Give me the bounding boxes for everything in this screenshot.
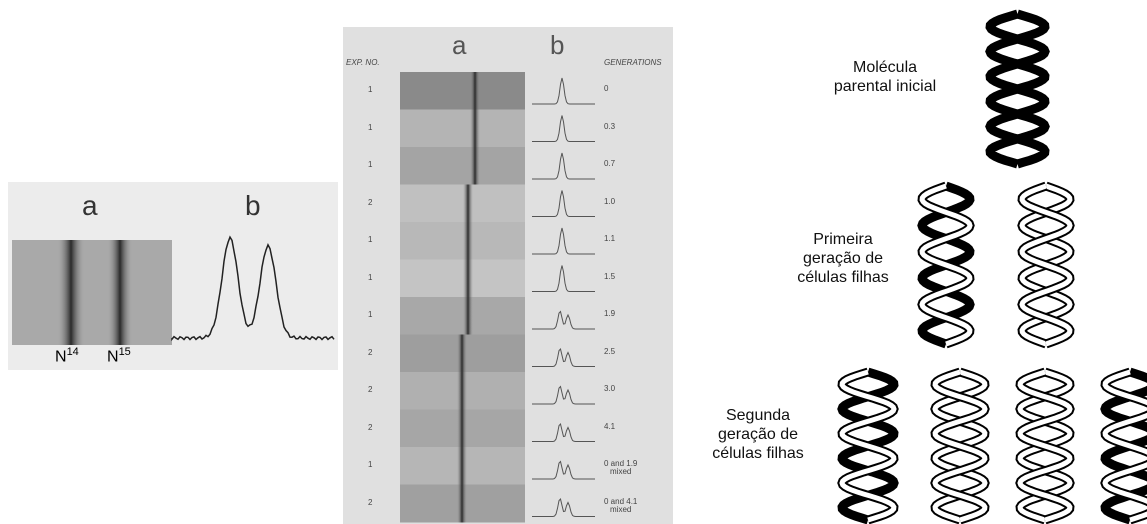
gel-band bbox=[457, 372, 467, 410]
generation-line: 0 bbox=[604, 85, 608, 93]
isotope-label: N14 bbox=[55, 346, 79, 366]
generation-line: 4.1 bbox=[604, 423, 615, 431]
gel-strip bbox=[400, 222, 525, 260]
exp-number: 1 bbox=[368, 160, 372, 169]
generation-line: 0.7 bbox=[604, 160, 615, 168]
gel-strip bbox=[400, 110, 525, 148]
label-line: geração de bbox=[763, 249, 923, 268]
gel-band bbox=[457, 485, 467, 523]
gel-band bbox=[470, 72, 480, 110]
exp-number: 1 bbox=[368, 273, 372, 282]
panel-label: b bbox=[245, 190, 261, 222]
gel-band bbox=[58, 240, 84, 345]
label-line: células filhas bbox=[678, 444, 838, 463]
gel-strip bbox=[12, 240, 172, 345]
generation-line: mixed bbox=[604, 506, 637, 514]
generation-label: 1.5 bbox=[604, 273, 615, 281]
gel-band bbox=[463, 222, 473, 260]
gel-band bbox=[463, 185, 473, 223]
exp-number: 2 bbox=[368, 423, 372, 432]
label-line: células filhas bbox=[763, 268, 923, 287]
label-line: Primeira bbox=[763, 230, 923, 249]
generation-label: 1.0 bbox=[604, 198, 615, 206]
panel-label: a bbox=[82, 190, 98, 222]
exp-number: 2 bbox=[368, 348, 372, 357]
gel-band bbox=[470, 110, 480, 148]
exp-number: 2 bbox=[368, 385, 372, 394]
panel-label: b bbox=[550, 30, 564, 61]
generation-line: 3.0 bbox=[604, 385, 615, 393]
generation-line: 2.5 bbox=[604, 348, 615, 356]
exp-number: 1 bbox=[368, 123, 372, 132]
generation-line: mixed bbox=[604, 468, 637, 476]
exp-number: 1 bbox=[368, 235, 372, 244]
gel-band bbox=[457, 335, 467, 373]
gel-strip bbox=[400, 185, 525, 223]
isotope-mass: 15 bbox=[119, 346, 131, 358]
isotope-base: N bbox=[55, 348, 67, 365]
column-header: GENERATIONS bbox=[604, 58, 662, 67]
exp-number: 1 bbox=[368, 460, 372, 469]
generation-line: 1.5 bbox=[604, 273, 615, 281]
generation-label: 0.3 bbox=[604, 123, 615, 131]
isotope-base: N bbox=[107, 348, 119, 365]
gel-band bbox=[463, 260, 473, 298]
generation-label: 1.1 bbox=[604, 235, 615, 243]
page: abN14N15EXP. NO.GENERATIONSab1010.310.72… bbox=[0, 0, 1147, 524]
generation-label: 2.5 bbox=[604, 348, 615, 356]
gel-band bbox=[108, 240, 132, 345]
figure bbox=[0, 0, 1147, 524]
generation-line: 0.3 bbox=[604, 123, 615, 131]
label-line: Segunda bbox=[678, 406, 838, 425]
gel-strip bbox=[400, 260, 525, 298]
generation-line: 1.0 bbox=[604, 198, 615, 206]
exp-number: 2 bbox=[368, 198, 372, 207]
gel-band bbox=[457, 410, 467, 448]
generation-label: 1.9 bbox=[604, 310, 615, 318]
gel-band bbox=[457, 447, 467, 485]
gel-strip bbox=[400, 147, 525, 185]
label-line: Molécula bbox=[805, 58, 965, 77]
generation-label: 0 bbox=[604, 85, 608, 93]
gel-band bbox=[463, 297, 473, 335]
isotope-mass: 14 bbox=[67, 346, 79, 358]
exp-number: 1 bbox=[368, 310, 372, 319]
gel-strip bbox=[400, 297, 525, 335]
gel-strip bbox=[400, 72, 525, 110]
label-line: parental inicial bbox=[805, 77, 965, 96]
isotope-label: N15 bbox=[107, 346, 131, 366]
exp-number: 1 bbox=[368, 85, 372, 94]
exp-number: 2 bbox=[368, 498, 372, 507]
gel-band bbox=[470, 147, 480, 185]
generation-label: 3.0 bbox=[604, 385, 615, 393]
generation-label: 0.7 bbox=[604, 160, 615, 168]
generation-label: 4.1 bbox=[604, 423, 615, 431]
generation-line: 1.9 bbox=[604, 310, 615, 318]
generation-line: 1.1 bbox=[604, 235, 615, 243]
column-header: EXP. NO. bbox=[346, 58, 380, 67]
panel-label: a bbox=[452, 30, 466, 61]
label-line: geração de bbox=[678, 425, 838, 444]
